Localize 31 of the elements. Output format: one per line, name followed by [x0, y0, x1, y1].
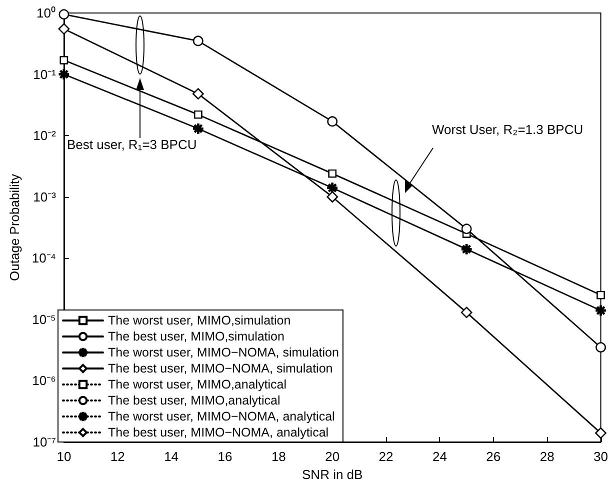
x-tick-label: 10: [56, 449, 72, 464]
x-tick-label: 26: [486, 449, 501, 464]
x-axis-title: SNR in dB: [302, 467, 363, 482]
x-tick-label: 18: [271, 449, 286, 464]
x-tick-label: 28: [540, 449, 554, 464]
x-tick-label: 16: [218, 449, 232, 464]
legend-label: The best user, MIMO−NOMA, analytical: [108, 426, 329, 440]
y-tick-label: 10⁻⁷: [32, 434, 56, 450]
legend-label: The worst user, MIMO−NOMA, simulation: [108, 346, 340, 360]
x-tick-label: 24: [432, 449, 447, 464]
y-axis-title: Outage Probability: [7, 174, 22, 281]
x-tick-label: 30: [594, 449, 608, 464]
x-tick-label: 12: [110, 449, 125, 464]
legend-label: The best user, MIMO,simulation: [108, 330, 284, 344]
legend-label: The worst user, MIMO,analytical: [108, 378, 287, 392]
x-tick-label: 20: [325, 449, 340, 464]
x-tick-label: 22: [378, 449, 394, 464]
annotation: Worst User, R₂=1.3 BPCU: [432, 122, 584, 137]
legend-label: The best user, MIMO−NOMA, simulation: [108, 362, 333, 376]
x-tick-label: 14: [164, 449, 179, 464]
y-tick-label: 10⁻⁵: [32, 312, 56, 327]
legend-label: The worst user, MIMO,simulation: [108, 314, 291, 328]
y-tick-label: 10⁰: [36, 6, 56, 20]
annotation: Best user, R₁=3 BPCU: [67, 137, 197, 152]
legend-label: The best user, MIMO,analytical: [108, 394, 280, 408]
y-tick-label: 10⁻²: [33, 128, 57, 144]
y-tick-label: 10⁻³: [33, 189, 57, 204]
legend-label: The worst user, MIMO−NOMA, analytical: [108, 410, 335, 424]
y-tick-label: 10⁻⁶: [32, 373, 56, 388]
y-tick-label: 10⁻⁴: [32, 250, 56, 266]
y-tick-label: 10⁻¹: [33, 66, 57, 82]
